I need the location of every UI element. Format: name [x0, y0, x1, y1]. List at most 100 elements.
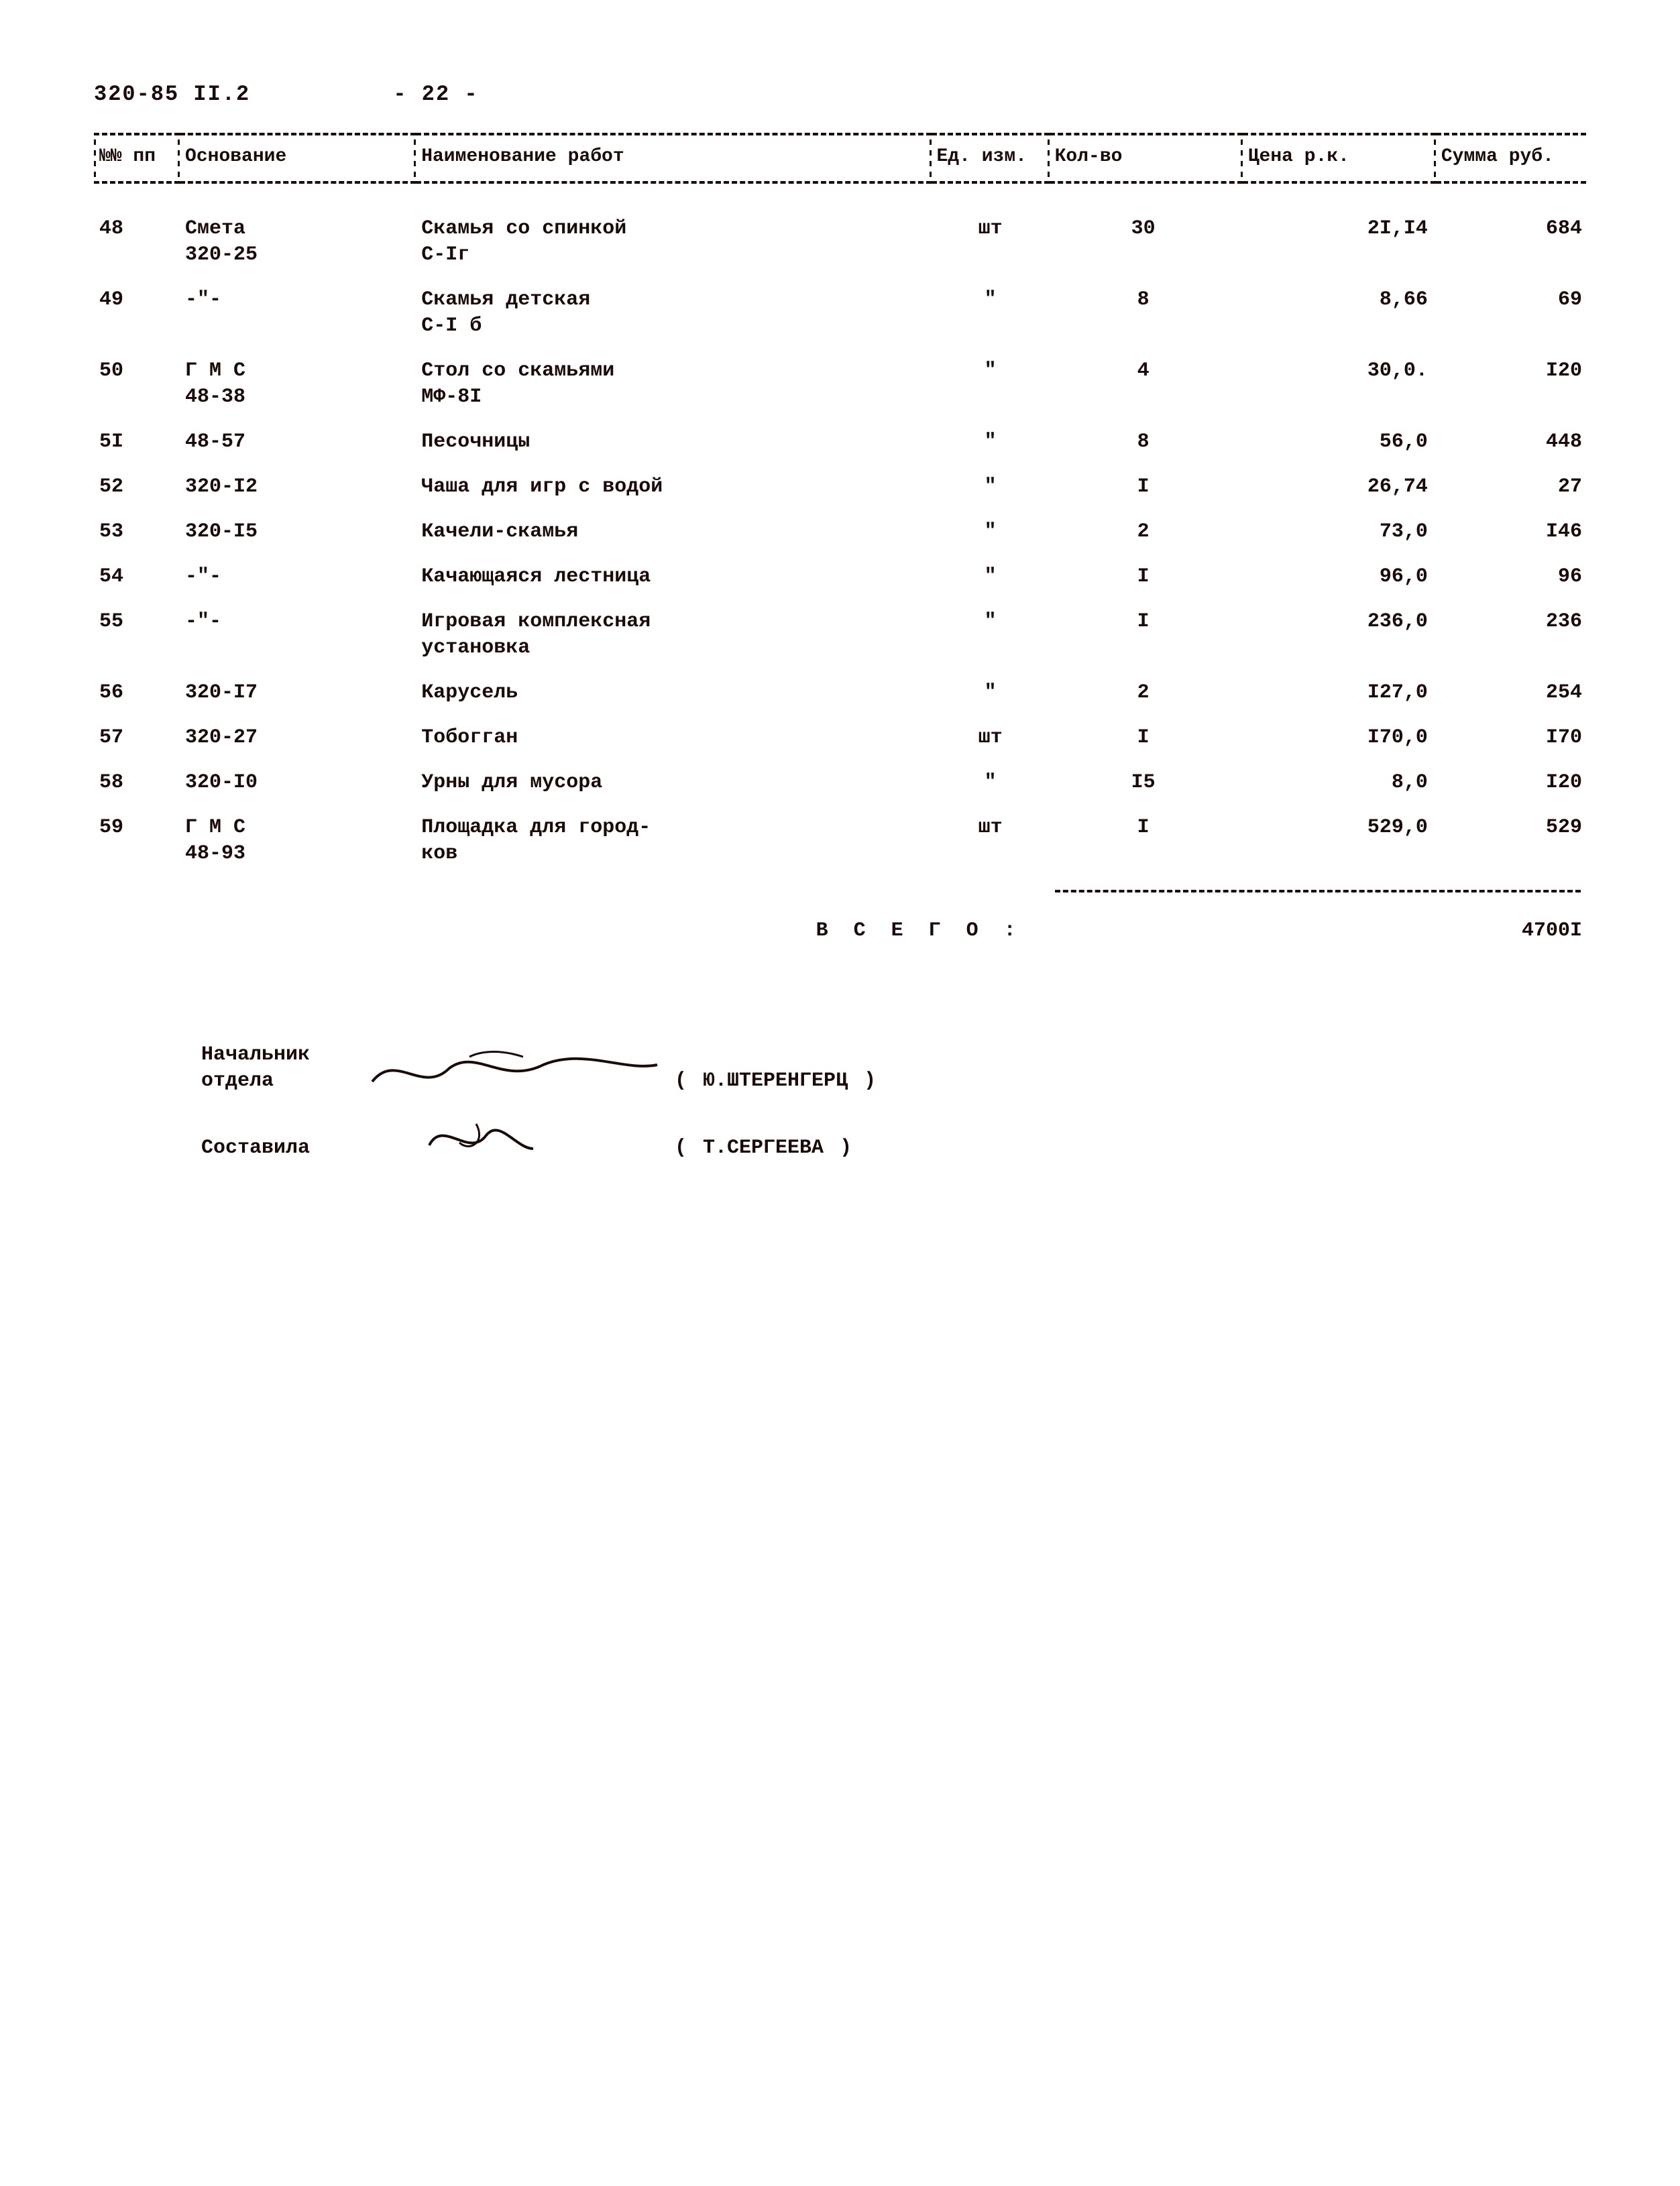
cell-qty: I — [1050, 805, 1243, 876]
cell-qty: I — [1050, 715, 1243, 760]
cell-price: 30,0. — [1243, 349, 1436, 420]
table-row: 48Смета 320-25Скамья со спинкой С-Iгшт30… — [94, 182, 1586, 278]
table-row: 52320-I2Чаша для игр с водой"I26,7427 — [94, 465, 1586, 510]
spacer — [94, 876, 1050, 902]
cell-price: 236,0 — [1243, 599, 1436, 671]
cell-basis: 320-I2 — [180, 465, 416, 510]
cell-sum: 448 — [1436, 420, 1586, 465]
cell-name: Чаша для игр с водой — [416, 465, 931, 510]
cell-unit: " — [932, 278, 1050, 349]
document-code: 320-85 II.2 — [94, 80, 335, 109]
cell-sum: 684 — [1436, 182, 1586, 278]
cell-qty: 30 — [1050, 182, 1243, 278]
cell-qty: I — [1050, 465, 1243, 510]
cell-sum: I70 — [1436, 715, 1586, 760]
cell-name: Качающаяся лестница — [416, 555, 931, 599]
spacer — [1050, 902, 1436, 954]
cell-name: Стол со скамьями МФ-8I — [416, 349, 931, 420]
cell-qty: I — [1050, 599, 1243, 671]
cell-sum: I20 — [1436, 349, 1586, 420]
cell-name: Карусель — [416, 671, 931, 715]
cell-qty: 8 — [1050, 278, 1243, 349]
cell-unit: " — [932, 420, 1050, 465]
cell-basis: 48-57 — [180, 420, 416, 465]
cell-qty: I5 — [1050, 760, 1243, 805]
cell-name: Площадка для город- ков — [416, 805, 931, 876]
cell-sum: 236 — [1436, 599, 1586, 671]
cell-basis: 320-27 — [180, 715, 416, 760]
cell-number: 54 — [94, 555, 180, 599]
total-value: 4700I — [1436, 902, 1586, 954]
paren-close: ) — [836, 1137, 856, 1159]
cell-basis: -"- — [180, 278, 416, 349]
cell-number: 55 — [94, 599, 180, 671]
page-header: 320-85 II.2 - 22 - — [94, 80, 1586, 109]
cell-price: 529,0 — [1243, 805, 1436, 876]
signature-row-head: Начальник отдела ( Ю.ШТЕРЕНГЕРЦ ) — [94, 1047, 1586, 1094]
table-row: 49-"-Скамья детская С-I б"88,6669 — [94, 278, 1586, 349]
cell-number: 58 — [94, 760, 180, 805]
paren-open: ( — [671, 1137, 691, 1159]
cell-basis: Смета 320-25 — [180, 182, 416, 278]
signatures-block: Начальник отдела ( Ю.ШТЕРЕНГЕРЦ ) Состав… — [94, 1047, 1586, 1161]
cell-number: 53 — [94, 510, 180, 555]
cell-unit: " — [932, 599, 1050, 671]
signature-name-text: Ю.ШТЕРЕНГЕРЦ — [703, 1070, 848, 1092]
signature-name-text: Т.СЕРГЕЕВА — [703, 1137, 824, 1159]
total-row: В С Е Г О : 4700I — [94, 902, 1586, 954]
table-row: 58320-I0Урны для мусора"I58,0I20 — [94, 760, 1586, 805]
table-body: 48Смета 320-25Скамья со спинкой С-Iгшт30… — [94, 182, 1586, 954]
total-label: В С Е Г О : — [94, 902, 1050, 954]
cell-unit: " — [932, 510, 1050, 555]
table-row: 50Г М С 48-38Стол со скамьями МФ-8I"430,… — [94, 349, 1586, 420]
cell-qty: 2 — [1050, 671, 1243, 715]
signature-line — [382, 1121, 651, 1161]
table-row: 55-"-Игровая комплексная установка"I236,… — [94, 599, 1586, 671]
table-row: 57320-27ТобогганштII70,0I70 — [94, 715, 1586, 760]
cell-name: Урны для мусора — [416, 760, 931, 805]
table-row: 56320-I7Карусель"2I27,0254 — [94, 671, 1586, 715]
table-row: 54-"-Качающаяся лестница"I96,096 — [94, 555, 1586, 599]
signature-row-author: Составила ( Т.СЕРГЕЕВА ) — [94, 1114, 1586, 1161]
cell-name: Тобогган — [416, 715, 931, 760]
cell-price: I27,0 — [1243, 671, 1436, 715]
signature-icon — [369, 1045, 664, 1098]
col-unit: Ед. изм. — [932, 134, 1050, 182]
cell-number: 52 — [94, 465, 180, 510]
cell-sum: I46 — [1436, 510, 1586, 555]
col-sum: Сумма руб. — [1436, 134, 1586, 182]
paren-open: ( — [671, 1070, 691, 1092]
page-number: - 22 - — [335, 80, 537, 109]
col-number: №№ пп — [94, 134, 180, 182]
cell-unit: " — [932, 760, 1050, 805]
cell-number: 49 — [94, 278, 180, 349]
cell-number: 59 — [94, 805, 180, 876]
cell-unit: " — [932, 671, 1050, 715]
cell-qty: 4 — [1050, 349, 1243, 420]
cell-price: 8,66 — [1243, 278, 1436, 349]
cell-sum: 69 — [1436, 278, 1586, 349]
cell-basis: -"- — [180, 599, 416, 671]
cost-estimate-table: №№ пп Основание Наименование работ Ед. и… — [94, 133, 1586, 954]
table-header: №№ пп Основание Наименование работ Ед. и… — [94, 134, 1586, 182]
signature-role: Начальник отдела — [94, 1042, 382, 1094]
col-basis: Основание — [180, 134, 416, 182]
cell-sum: 254 — [1436, 671, 1586, 715]
table-row: 5I48-57Песочницы"856,0448 — [94, 420, 1586, 465]
signature-name: ( Ю.ШТЕРЕНГЕРЦ ) — [651, 1068, 880, 1094]
cell-sum: I20 — [1436, 760, 1586, 805]
cell-name: Качели-скамья — [416, 510, 931, 555]
cell-price: 96,0 — [1243, 555, 1436, 599]
signature-role: Составила — [94, 1135, 382, 1161]
cell-unit: " — [932, 555, 1050, 599]
paren-close: ) — [860, 1070, 880, 1092]
cell-basis: Г М С 48-93 — [180, 805, 416, 876]
subtotal-rule-row — [94, 876, 1586, 902]
cell-price: 2I,I4 — [1243, 182, 1436, 278]
subtotal-rule — [1050, 876, 1586, 902]
cell-basis: -"- — [180, 555, 416, 599]
cell-price: 73,0 — [1243, 510, 1436, 555]
cell-number: 57 — [94, 715, 180, 760]
cell-name: Скамья детская С-I б — [416, 278, 931, 349]
table-row: 59Г М С 48-93Площадка для город- ковштI5… — [94, 805, 1586, 876]
